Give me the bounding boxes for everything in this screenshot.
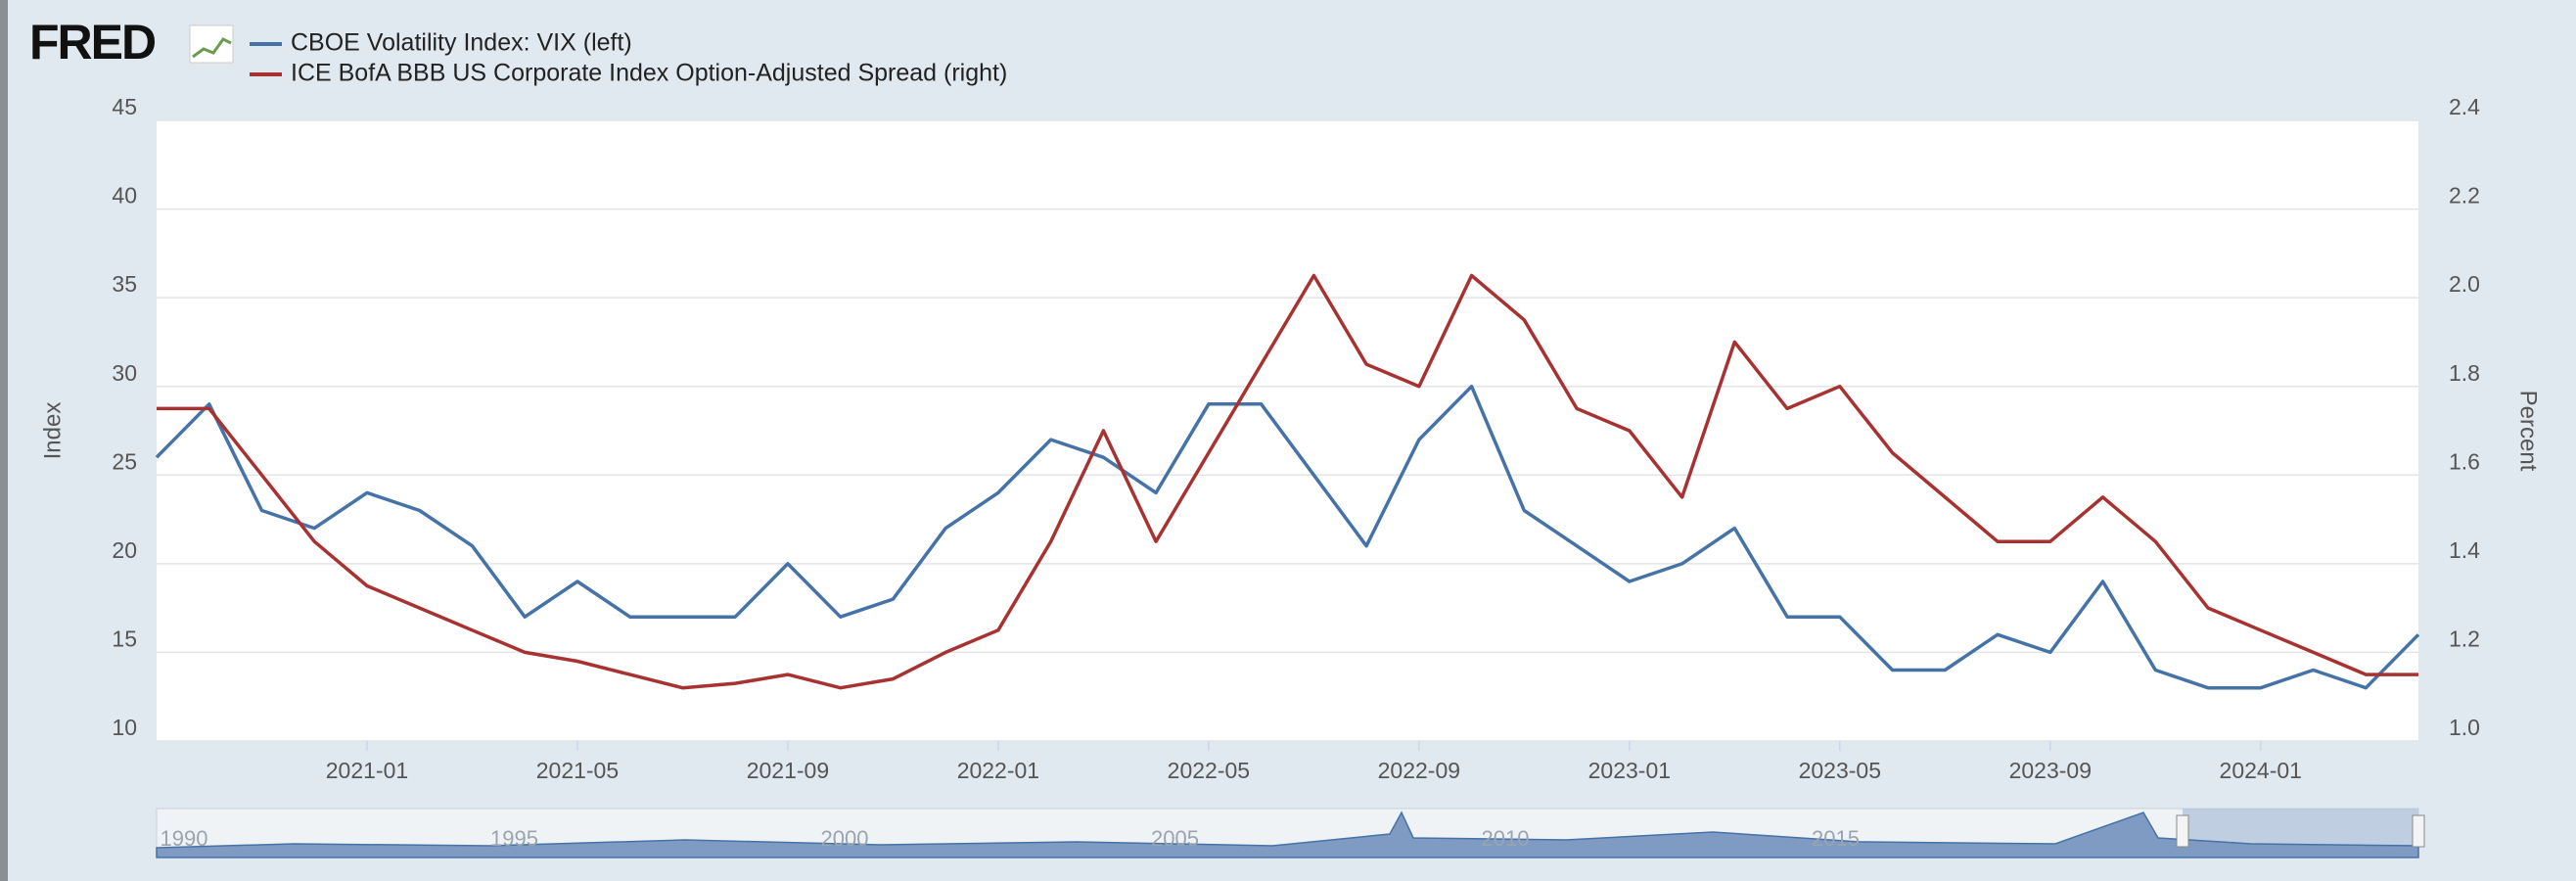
y-tick-label: 35 bbox=[112, 271, 137, 297]
logo-icon bbox=[189, 24, 234, 64]
logo[interactable]: FRED bbox=[29, 15, 158, 70]
y2-axis-title: Percent bbox=[2515, 391, 2542, 472]
y-axis-title: Index bbox=[39, 402, 66, 460]
navigator-label: 2005 bbox=[1151, 826, 1199, 851]
y2-tick-label: 2.2 bbox=[2449, 183, 2480, 209]
navigator-label: 1990 bbox=[161, 826, 208, 851]
y2-tick-label: 1.4 bbox=[2449, 537, 2480, 563]
x-tick-label: 2022-01 bbox=[957, 758, 1039, 783]
series-line bbox=[157, 273, 2418, 690]
x-tick-label: 2021-09 bbox=[747, 758, 829, 783]
y2-tick-label: 2.4 bbox=[2449, 94, 2480, 119]
y-tick-label: 30 bbox=[112, 360, 137, 386]
y2-tick-label: 1.8 bbox=[2449, 360, 2480, 386]
navigator[interactable] bbox=[156, 808, 2425, 858]
x-tick-label: 2023-01 bbox=[1588, 758, 1671, 783]
y2-tick-label: 1.0 bbox=[2449, 715, 2480, 740]
window-edge bbox=[0, 0, 8, 881]
x-tick-label: 2022-09 bbox=[1378, 758, 1460, 783]
y-tick-label: 40 bbox=[112, 183, 137, 209]
x-tick-label: 2022-05 bbox=[1168, 758, 1250, 783]
legend-label: ICE BofA BBB US Corporate Index Option-A… bbox=[291, 60, 1007, 87]
y2-tick-label: 2.0 bbox=[2449, 271, 2480, 297]
navigator-label: 2000 bbox=[821, 826, 869, 851]
series-line bbox=[155, 384, 2420, 690]
x-tick-label: 2023-09 bbox=[2009, 758, 2092, 783]
y-tick-label: 10 bbox=[112, 715, 137, 740]
plot-area bbox=[157, 120, 2418, 741]
y-tick-label: 20 bbox=[112, 537, 137, 563]
x-tick-label: 2021-05 bbox=[536, 758, 619, 783]
legend-label: CBOE Volatility Index: VIX (left) bbox=[291, 29, 632, 57]
x-tick-label: 2024-01 bbox=[2220, 758, 2302, 783]
y-tick-label: 15 bbox=[112, 626, 137, 652]
x-tick-label: 2021-01 bbox=[326, 758, 408, 783]
y-tick-label: 25 bbox=[112, 448, 137, 474]
navigator-label: 2010 bbox=[1482, 826, 1530, 851]
navigator-label: 2015 bbox=[1812, 826, 1860, 851]
navigator-label: 1995 bbox=[490, 826, 538, 851]
y2-tick-label: 1.2 bbox=[2449, 626, 2480, 652]
y-tick-label: 45 bbox=[112, 94, 137, 119]
y2-tick-label: 1.6 bbox=[2449, 448, 2480, 474]
x-tick-label: 2023-05 bbox=[1799, 758, 1881, 783]
